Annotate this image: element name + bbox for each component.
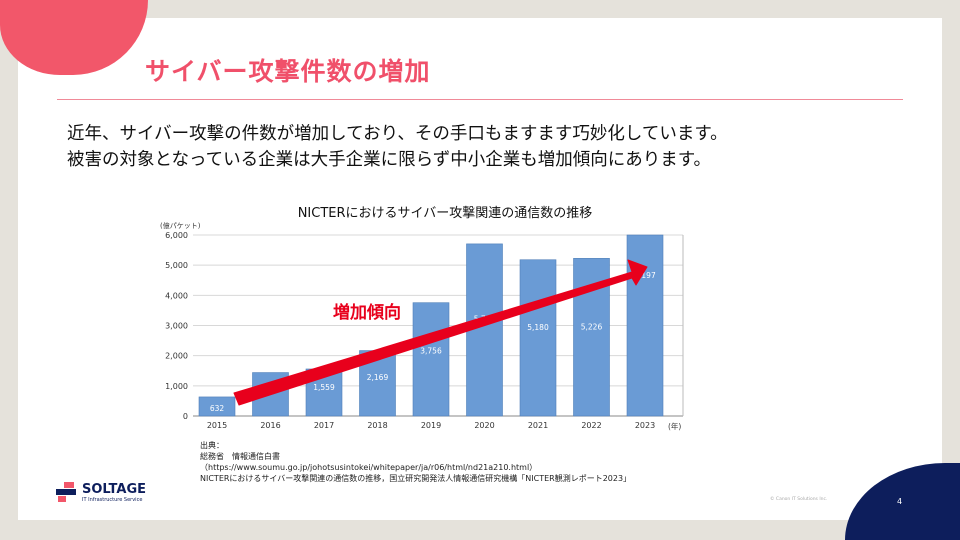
x-tick-label: 2022 (581, 421, 601, 430)
source-line: 出典： (200, 441, 224, 450)
x-tick-label: 2018 (367, 421, 387, 430)
bar-value-label: 1,559 (313, 383, 335, 392)
bar-value-label: 5,226 (581, 322, 603, 331)
y-tick-label: 0 (183, 412, 188, 421)
logo-name: SOLTAGE (82, 482, 147, 497)
trend-annotation: 増加傾向 (333, 302, 401, 323)
bar-value-label: 3,756 (420, 347, 442, 356)
bar-value-label: 2,169 (367, 373, 389, 382)
page-number: 4 (897, 497, 903, 506)
y-tick-label: 5,000 (165, 261, 188, 270)
x-tick-label: 2017 (314, 421, 334, 430)
x-tick-label: 2015 (207, 421, 227, 430)
title-divider (57, 99, 903, 100)
slide-title: サイバー攻撃件数の増加 (145, 57, 431, 86)
bar-value-label: 6,197 (634, 271, 656, 280)
source-line: NICTERにおけるサイバー攻撃関連の通信数の推移，国立研究開発法人情報通信研究… (200, 474, 632, 483)
source-citation: 出典： 総務省 情報通信白書 （https://www.soumu.go.jp/… (200, 440, 760, 484)
bar-2015 (198, 396, 236, 417)
body-line: 近年、サイバー攻撃の件数が増加しており、その手口もますます巧妙化しています。 (67, 124, 728, 144)
chart-title: NICTERにおけるサイバー攻撃関連の通信数の推移 (298, 205, 593, 221)
source-line: 総務省 情報通信白書 (200, 452, 280, 461)
y-tick-label: 4,000 (165, 291, 188, 300)
copyright: © Canon IT Solutions Inc. (770, 497, 828, 502)
y-tick-label: 3,000 (165, 322, 188, 331)
logo-tagline: IT Infrastructure Service (82, 497, 143, 503)
x-axis-label: (年) (668, 421, 681, 431)
bar-2019 (412, 302, 450, 417)
x-tick-label: 2016 (260, 421, 280, 430)
x-tick-label: 2023 (635, 421, 655, 430)
logo-mark-icon (56, 482, 76, 502)
y-tick-label: 2,000 (165, 352, 188, 361)
x-tick-label: 2021 (528, 421, 548, 430)
y-axis-label: (億パケット) (160, 221, 201, 230)
bar-value-label: 632 (210, 404, 225, 413)
bar-chart: NICTERにおけるサイバー攻撃関連の通信数の推移 (億パケット) (年) 0 1… (160, 205, 684, 431)
bar-value-label: 5,180 (527, 323, 549, 332)
bar-2021 (519, 259, 557, 417)
source-link[interactable]: （https://www.soumu.go.jp/johotsusintokei… (200, 463, 538, 472)
x-tick-label: 2019 (421, 421, 441, 430)
body-text: 近年、サイバー攻撃の件数が増加しており、その手口もますます巧妙化しています。 被… (67, 121, 927, 173)
body-line: 被害の対象となっている企業は大手企業に限らず中小企業も増加傾向にあります。 (67, 150, 711, 170)
soltage-logo: SOLTAGE IT Infrastructure Service (56, 482, 156, 506)
trend-arrow (233, 259, 648, 406)
y-tick-label: 6,000 (165, 231, 188, 240)
y-tick-label: 1,000 (165, 382, 188, 391)
x-tick-label: 2020 (474, 421, 494, 430)
